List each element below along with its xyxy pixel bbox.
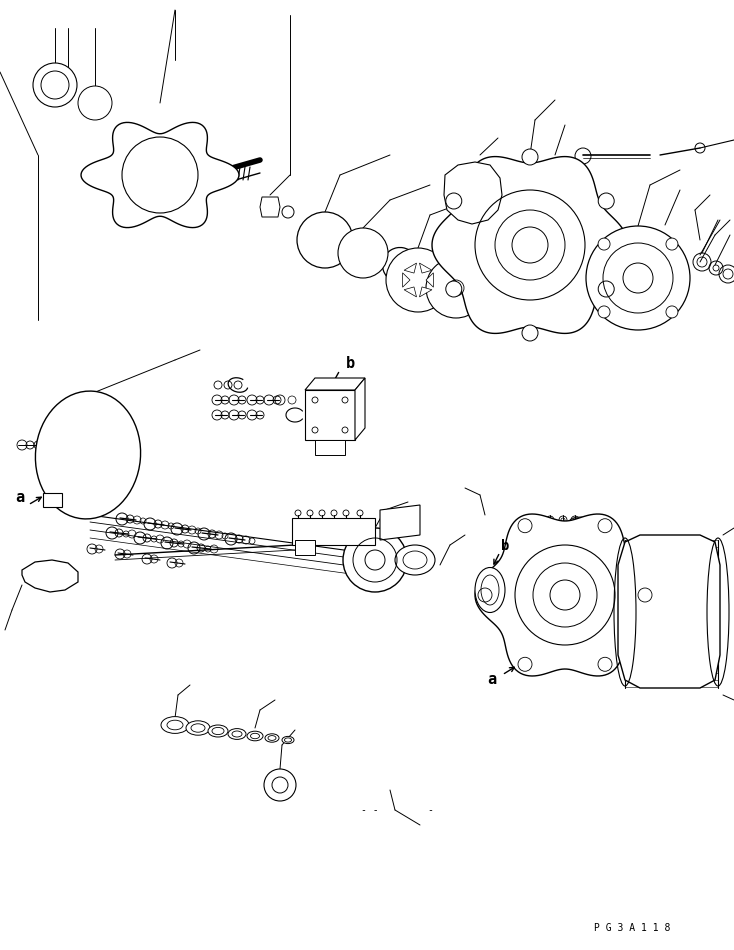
Text: P G 3 A 1 1 8: P G 3 A 1 1 8 xyxy=(594,923,670,933)
Circle shape xyxy=(638,588,652,602)
Text: - -: - - xyxy=(361,805,379,815)
Circle shape xyxy=(598,306,610,318)
Polygon shape xyxy=(81,123,239,228)
Circle shape xyxy=(598,193,614,209)
Text: a: a xyxy=(15,490,24,505)
Polygon shape xyxy=(380,505,420,540)
Circle shape xyxy=(598,238,610,250)
Polygon shape xyxy=(305,390,355,440)
Circle shape xyxy=(343,528,407,592)
Ellipse shape xyxy=(186,721,210,735)
Circle shape xyxy=(586,226,690,330)
Polygon shape xyxy=(404,287,416,297)
Ellipse shape xyxy=(35,391,141,519)
Ellipse shape xyxy=(228,729,246,739)
Circle shape xyxy=(33,63,77,107)
Polygon shape xyxy=(260,197,280,217)
Ellipse shape xyxy=(475,567,505,613)
Polygon shape xyxy=(426,273,433,287)
Circle shape xyxy=(446,193,462,209)
Polygon shape xyxy=(355,378,365,440)
Ellipse shape xyxy=(247,732,263,741)
Circle shape xyxy=(297,212,353,268)
Text: -: - xyxy=(427,805,433,815)
Circle shape xyxy=(598,519,612,533)
Polygon shape xyxy=(22,560,78,592)
Ellipse shape xyxy=(161,716,189,733)
Circle shape xyxy=(386,248,450,312)
Circle shape xyxy=(478,588,492,602)
Polygon shape xyxy=(402,273,410,287)
Ellipse shape xyxy=(395,545,435,575)
Polygon shape xyxy=(292,518,375,545)
Ellipse shape xyxy=(208,725,228,737)
Text: a: a xyxy=(487,673,497,688)
Polygon shape xyxy=(444,162,502,224)
Circle shape xyxy=(78,86,112,120)
Polygon shape xyxy=(618,535,720,688)
Polygon shape xyxy=(432,157,628,333)
Circle shape xyxy=(41,71,69,99)
Text: b: b xyxy=(346,355,355,370)
Circle shape xyxy=(522,325,538,341)
Polygon shape xyxy=(295,540,315,555)
Polygon shape xyxy=(420,287,432,297)
Circle shape xyxy=(666,238,678,250)
Ellipse shape xyxy=(282,736,294,744)
Circle shape xyxy=(598,657,612,672)
Circle shape xyxy=(122,137,198,213)
Circle shape xyxy=(518,519,532,533)
Polygon shape xyxy=(404,263,416,273)
Circle shape xyxy=(522,149,538,165)
Ellipse shape xyxy=(265,733,279,742)
Circle shape xyxy=(598,281,614,297)
Circle shape xyxy=(264,769,296,801)
Text: b: b xyxy=(501,539,509,553)
Circle shape xyxy=(338,228,388,278)
Circle shape xyxy=(518,657,532,672)
Circle shape xyxy=(666,306,678,318)
Circle shape xyxy=(426,258,486,318)
Circle shape xyxy=(446,281,462,297)
Polygon shape xyxy=(420,263,432,273)
Polygon shape xyxy=(305,378,365,390)
Polygon shape xyxy=(315,440,345,455)
Polygon shape xyxy=(475,514,655,676)
Polygon shape xyxy=(43,493,62,507)
